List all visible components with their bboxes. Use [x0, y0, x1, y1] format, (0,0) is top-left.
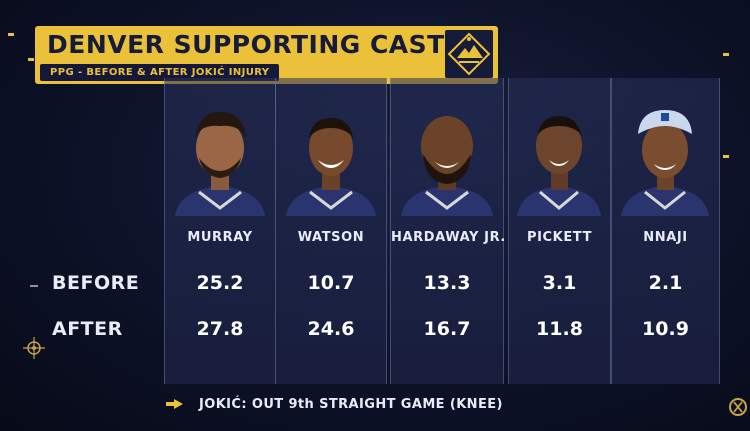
arrow-icon — [166, 399, 183, 409]
decor-dot — [723, 53, 729, 56]
nuggets-mountain-logo-icon — [445, 30, 493, 78]
player-portrait — [286, 118, 376, 216]
player-name: NNAJI — [643, 230, 688, 245]
player-name: WATSON — [297, 230, 365, 245]
player-portrait — [621, 110, 709, 216]
player-column-nnaji: NNAJI 2.1 10.9 — [611, 78, 720, 384]
ppg-after: 16.7 — [423, 318, 471, 340]
decor-dot — [28, 58, 34, 61]
player-column-watson: WATSON 10.7 24.6 — [275, 78, 387, 384]
row-marker — [30, 285, 38, 287]
ppg-before: 2.1 — [648, 272, 683, 294]
player-portrait — [175, 112, 265, 216]
ppg-after: 24.6 — [307, 318, 355, 340]
player-name: HARDAWAY JR. — [391, 230, 506, 245]
row-label-before: BEFORE — [52, 272, 140, 294]
player-column-pickett: PICKETT 3.1 11.8 — [508, 78, 611, 384]
ppg-after: 27.8 — [196, 318, 244, 340]
player-portrait — [401, 116, 493, 216]
subtitle: PPG - BEFORE & AFTER JOKIĆ INJURY — [40, 64, 280, 81]
note-text: JOKIĆ: OUT 9th STRAIGHT GAME (KNEE) — [199, 396, 503, 412]
ppg-before: 10.7 — [307, 272, 355, 294]
compass-icon — [23, 337, 45, 359]
player-name: MURRAY — [187, 230, 253, 245]
ppg-after: 10.9 — [642, 318, 689, 340]
player-column-murray: MURRAY 25.2 27.8 — [164, 78, 276, 384]
ppg-before: 25.2 — [196, 272, 244, 294]
player-name: PICKETT — [526, 230, 593, 245]
decor-dot — [723, 155, 729, 158]
ppg-before: 13.3 — [423, 272, 471, 294]
row-label-after: AFTER — [52, 318, 123, 340]
player-portrait — [517, 116, 601, 216]
ppg-after: 11.8 — [536, 318, 583, 340]
page-title: DENVER SUPPORTING CAST — [47, 30, 445, 59]
player-column-hardaway: HARDAWAY JR. 13.3 16.7 — [390, 78, 506, 384]
decor-dot — [8, 33, 14, 36]
pickaxe-icon — [729, 398, 747, 416]
ppg-before: 3.1 — [542, 272, 577, 294]
injury-note: JOKIĆ: OUT 9th STRAIGHT GAME (KNEE) — [166, 394, 503, 414]
